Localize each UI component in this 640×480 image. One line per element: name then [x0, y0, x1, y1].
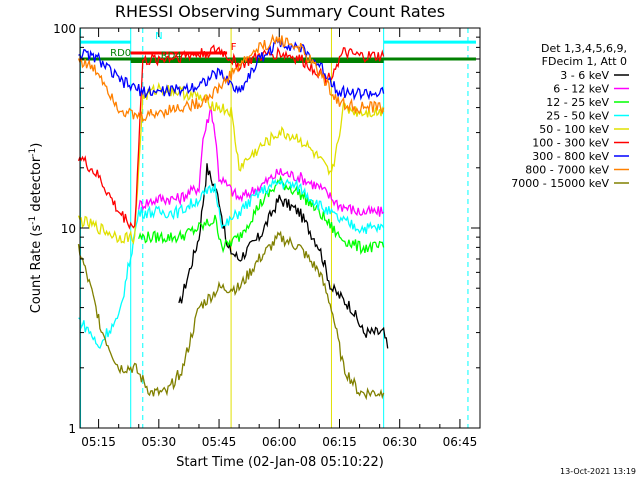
y-tick-label-1: 10	[61, 222, 76, 236]
status-label-rd4: RD4	[161, 50, 182, 61]
x-tick-label-1: 05:30	[142, 435, 177, 449]
y-axis-label-main: Count Rate (s	[29, 225, 44, 314]
legend-label-8: 7000 - 15000 keV	[511, 177, 609, 190]
series-layer	[77, 33, 389, 401]
legend-label-7: 800 - 7000 keV	[525, 164, 609, 177]
y-tick-label-0: 1	[68, 422, 76, 436]
legend-label-6: 300 - 800 keV	[532, 150, 609, 163]
series-line-4	[77, 81, 385, 245]
plot-frame	[79, 27, 481, 429]
series-line-6	[78, 37, 385, 102]
series-line-1	[138, 106, 384, 217]
x-tick-label-6: 06:45	[443, 435, 478, 449]
x-tick-label-0: 05:15	[81, 435, 116, 449]
y-axis: 1 10 100	[53, 22, 480, 436]
legend-label-4: 50 - 100 keV	[539, 123, 609, 136]
series-line-3	[78, 178, 385, 349]
series-line-0	[178, 163, 389, 349]
legend-label-5: 100 - 300 keV	[532, 137, 609, 150]
series-line-7	[77, 33, 385, 123]
footer-timestamp: 13-Oct-2021 13:19	[560, 467, 636, 476]
status-label-rd0: RD0	[110, 48, 131, 59]
status-label-f: F	[231, 42, 237, 53]
y-axis-label-end: )	[29, 143, 44, 148]
x-tick-label-4: 06:15	[322, 435, 357, 449]
legend-label-3: 25 - 50 keV	[546, 110, 609, 123]
chart-title: RHESSI Observing Summary Count Rates	[115, 2, 445, 21]
x-tick-label-2: 05:45	[202, 435, 237, 449]
x-tick-label-3: 06:00	[262, 435, 297, 449]
legend-label-0: 3 - 6 keV	[560, 69, 609, 82]
x-axis: 05:15 05:30 05:45 06:00 06:15 06:30 06:45	[81, 28, 481, 449]
series-line-8	[77, 230, 385, 401]
legend-header-0: Det 1,3,4,5,6,9,	[541, 42, 627, 55]
series-line-5	[77, 44, 385, 230]
y-axis-label: Count Rate (s-1 detector-1)	[28, 143, 44, 314]
x-axis-label: Start Time (02-Jan-08 05:10:22)	[176, 455, 384, 470]
series-line-2	[138, 174, 385, 255]
y-axis-label-sup: -1	[28, 216, 38, 225]
legend: Det 1,3,4,5,6,9,FDecim 1, Att 03 - 6 keV…	[511, 42, 629, 190]
legend-label-2: 12 - 25 keV	[546, 96, 609, 109]
y-axis-label-sup2: -1	[28, 148, 38, 157]
legend-label-1: 6 - 12 keV	[553, 83, 609, 96]
y-tick-label-2: 100	[53, 22, 76, 36]
y-axis-label-tail: detector	[29, 156, 44, 216]
x-tick-label-5: 06:30	[382, 435, 417, 449]
legend-header-1: FDecim 1, Att 0	[542, 55, 627, 68]
